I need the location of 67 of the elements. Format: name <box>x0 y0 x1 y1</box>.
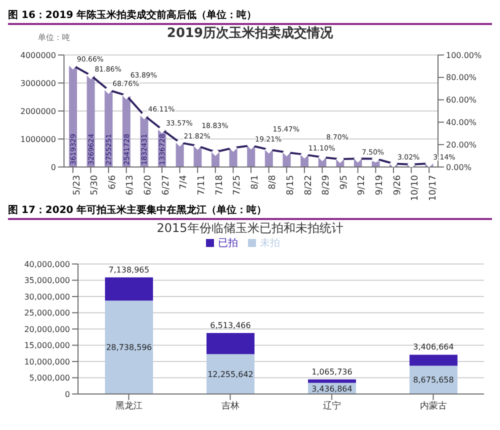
bar <box>229 148 238 167</box>
y-tick-label: 30,000,000 <box>24 292 70 302</box>
legend-label: 未拍 <box>260 238 280 249</box>
y-tick-label: 1000000 <box>20 134 56 144</box>
x-tick-label: 7/25 <box>232 175 243 196</box>
x-tick-label: 6/6 <box>108 174 118 190</box>
x-tick-label: 10/10 <box>410 174 421 201</box>
y-tick-label: 20,000,000 <box>24 324 70 334</box>
x-tick-label: 7/18 <box>214 174 225 196</box>
legend-label: 已拍 <box>218 238 238 249</box>
x-tick-label: 7/4 <box>179 174 190 190</box>
chart-subtitle: 图 17：2020 年可拍玉米主要集中在黑龙江（单位：吨） <box>8 203 492 220</box>
y2-tick-label: 0.00% <box>446 162 472 172</box>
chart-subtitle: 图 16：2019 年陈玉米拍卖成交前高后低（单位：吨） <box>8 8 492 25</box>
x-tick-label: 吉林 <box>221 400 240 412</box>
data-label: 28,738,596 <box>106 343 152 352</box>
x-tick-label: 10/17 <box>428 175 438 201</box>
y2-tick-label: 20.00% <box>446 140 477 150</box>
data-label: 6,513,466 <box>210 321 251 330</box>
chart-title: 2015年份临储玉米已拍和未拍统计 <box>156 221 344 236</box>
x-tick-label: 8/15 <box>286 175 296 196</box>
y-tick-label: 35,000,000 <box>24 276 70 286</box>
chart-title: 2019历次玉米拍卖成交情况 <box>166 26 334 41</box>
x-tick-label: 8/29 <box>322 174 332 196</box>
x-tick-label: 5/23 <box>72 175 82 196</box>
x-tick-label: 内蒙古 <box>420 400 447 412</box>
x-tick-label: 7/11 <box>196 175 207 196</box>
bar <box>105 300 153 394</box>
y-tick-label: 5,000,000 <box>29 374 70 383</box>
y-tick-label: 3000000 <box>20 78 56 88</box>
x-tick-label: 6/13 <box>126 175 136 196</box>
x-tick-label: 9/19 <box>375 174 386 196</box>
data-label: 3,406,664 <box>413 342 454 352</box>
x-tick-label: 8/1 <box>250 175 260 190</box>
y2-tick-label: 80.00% <box>446 73 477 82</box>
y-tick-label: 0 <box>64 390 70 399</box>
data-label: 12,255,642 <box>208 370 254 379</box>
text: 单位：吨 <box>38 32 70 43</box>
x-tick-label: 9/26 <box>392 174 403 196</box>
x-tick-label: 黑龙江 <box>115 400 142 412</box>
x-tick-label: 5/30 <box>90 174 100 196</box>
bar <box>410 354 458 366</box>
data-label: 3,436,864 <box>312 384 352 394</box>
y2-tick-label: 60.00% <box>446 96 477 105</box>
x-tick-label: 8/8 <box>268 174 278 190</box>
x-tick-label: 辽宁 <box>322 400 341 412</box>
y-tick-label: 4000000 <box>20 50 56 60</box>
y-tick-label: 0 <box>50 162 56 172</box>
data-label: 1,065,736 <box>312 367 352 376</box>
bar <box>206 354 254 394</box>
y2-tick-label: 40.00% <box>446 118 477 128</box>
bar <box>105 277 153 301</box>
data-label: 8,675,658 <box>413 376 454 385</box>
y-tick-label: 25,000,000 <box>24 308 70 318</box>
y-tick-label: 40,000,000 <box>24 260 70 269</box>
y-tick-label: 2000000 <box>20 106 56 116</box>
y-tick-label: 15,000,000 <box>24 341 70 350</box>
y-tick-label: 10,000,000 <box>24 357 70 366</box>
x-tick-label: 9/12 <box>357 175 368 196</box>
y2-tick-label: 100.00% <box>446 50 482 60</box>
data-label: 7,138,965 <box>108 265 150 274</box>
bar <box>308 379 356 383</box>
x-tick-label: 8/22 <box>304 175 314 196</box>
x-tick-label: 6/20 <box>144 174 154 196</box>
bar <box>206 333 254 354</box>
x-tick-label: 6/27 <box>161 175 172 196</box>
x-tick-label: 9/5 <box>339 175 350 190</box>
